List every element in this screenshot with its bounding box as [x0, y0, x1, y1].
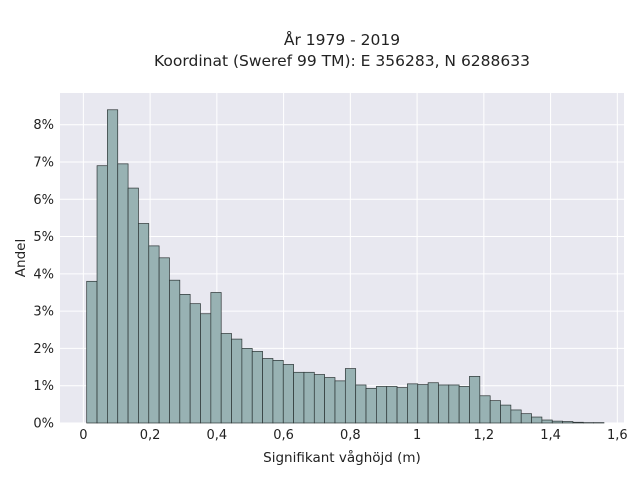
histogram-bar-25 — [344, 368, 357, 424]
histogram-bar-36 — [458, 386, 470, 424]
histogram-bar-39 — [489, 400, 501, 424]
histogram-bar-40 — [500, 404, 512, 424]
x-tick-labels: 0 0,2 0,4 0,6 0,8 1 1,2 1,4 1,6 — [79, 428, 627, 443]
x-tick-label-8: 1,6 — [607, 428, 628, 443]
y-tick-label-8: 8% — [33, 118, 54, 133]
y-tick-label-4: 4% — [33, 267, 54, 282]
histogram-bars — [86, 109, 605, 424]
histogram-bar-17 — [262, 358, 274, 424]
histogram-bar-7 — [158, 257, 170, 424]
chart-title-line-2: Koordinat (Sweref 99 TM): E 356283, N 62… — [154, 52, 530, 70]
x-tick-label-7: 1,4 — [540, 428, 561, 443]
y-tick-label-3: 3% — [33, 305, 54, 320]
histogram-bar-6 — [148, 245, 160, 424]
histogram-bar-28 — [376, 386, 388, 424]
y-tick-labels: 0% 1% 2% 3% 4% 5% 6% 7% 8% — [33, 118, 54, 431]
y-tick-label-1: 1% — [33, 379, 54, 394]
y-tick-label-2: 2% — [33, 342, 54, 357]
histogram-bar-34 — [438, 384, 450, 424]
histogram-bar-0 — [86, 280, 98, 424]
y-tick-label-7: 7% — [33, 155, 54, 170]
x-axis-label: Signifikant våghöjd (m) — [263, 449, 421, 466]
histogram-bar-8 — [169, 279, 181, 424]
histogram-bar-27 — [365, 387, 377, 424]
y-tick-label-5: 5% — [33, 230, 54, 245]
y-axis-label: Andel — [13, 239, 29, 277]
histogram-bar-46 — [562, 421, 574, 424]
histogram-bar-15 — [241, 348, 253, 424]
histogram-bar-20 — [293, 371, 305, 424]
histogram-bar-31 — [407, 383, 419, 424]
histogram-bar-42 — [520, 413, 532, 424]
histogram-bar-19 — [282, 364, 294, 424]
y-tick-label-0: 0% — [33, 417, 54, 432]
histogram-bar-30 — [396, 387, 408, 424]
histogram-bar-37 — [469, 376, 481, 424]
x-tick-label-5: 1 — [413, 428, 421, 443]
histogram-bar-45 — [551, 420, 563, 424]
histogram-bar-24 — [334, 380, 346, 424]
histogram-bar-10 — [189, 303, 201, 424]
histogram-bar-2 — [107, 109, 119, 424]
histogram-bar-47 — [572, 421, 584, 424]
x-tick-label-0: 0 — [79, 428, 87, 443]
histogram-bar-44 — [541, 419, 553, 424]
x-tick-label-6: 1,2 — [473, 428, 494, 443]
histogram-bar-32 — [417, 384, 429, 424]
histogram-bar-13 — [220, 333, 232, 424]
x-tick-label-1: 0,2 — [140, 428, 161, 443]
histogram-bar-26 — [355, 384, 367, 424]
histogram-bar-16 — [251, 351, 263, 424]
histogram-bar-9 — [179, 294, 191, 424]
histogram-bar-43 — [531, 416, 543, 424]
histogram-bar-5 — [138, 223, 150, 424]
histogram-bar-12 — [210, 292, 222, 424]
histogram-bar-4 — [127, 187, 139, 424]
x-tick-label-4: 0,8 — [340, 428, 361, 443]
x-tick-label-3: 0,6 — [273, 428, 294, 443]
histogram-bar-21 — [303, 371, 315, 424]
chart-title-line-1: År 1979 - 2019 — [284, 30, 400, 49]
histogram-bar-29 — [386, 386, 398, 424]
histogram-bar-11 — [200, 313, 212, 424]
histogram-bar-3 — [117, 163, 129, 424]
histogram-bar-1 — [96, 165, 108, 424]
histogram-bar-14 — [231, 338, 243, 424]
x-tick-label-2: 0,4 — [207, 428, 228, 443]
histogram-bar-38 — [479, 395, 491, 424]
histogram-bar-18 — [272, 360, 284, 424]
histogram-bar-22 — [313, 374, 325, 424]
histogram-bar-35 — [448, 384, 460, 424]
y-tick-label-6: 6% — [33, 193, 54, 208]
histogram-bar-41 — [510, 409, 522, 424]
histogram-bar-33 — [427, 382, 439, 424]
histogram-bar-23 — [324, 377, 336, 424]
